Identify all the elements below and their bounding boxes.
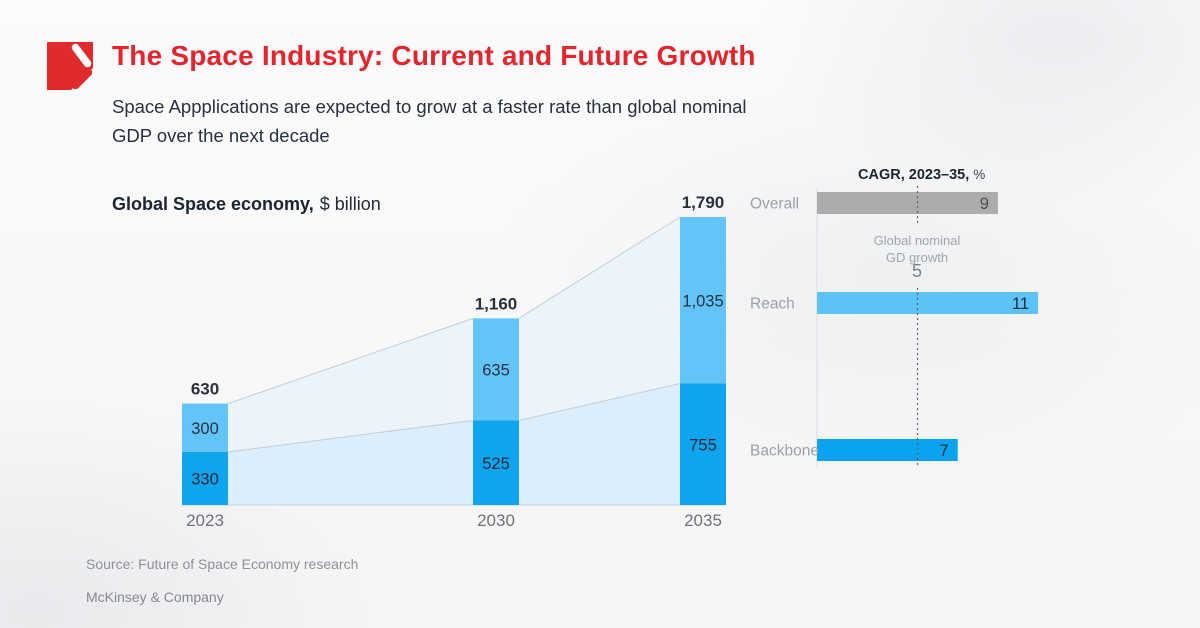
area-top-edge [518,216,681,319]
total-label-2030: 1,160 [475,294,518,313]
cagr-label-overall: Overall [750,196,799,213]
bar-backbone-2030 [473,420,519,505]
area-band-lower [519,383,680,505]
gdp-reference-note: Global nominal GD growth [837,233,997,266]
area-mid-edge [518,383,681,422]
cagr-value-backbone: 7 [940,442,949,460]
brand-name: McKinsey & Company [86,589,224,605]
subtitle-line-1: Space Appplications are expected to grow… [112,96,747,117]
cagr-bar-reach [817,292,1039,314]
x-label-2030: 2030 [477,511,515,530]
right-chart-title-bold: CAGR, 2023–35, [858,167,970,183]
cagr-bar-backbone [817,439,958,461]
x-label-2035: 2035 [684,511,722,530]
gdp-note-line-1: Global nominal [873,233,961,248]
reach-value-2035: 1,035 [682,292,723,310]
backbone-value-2035: 755 [689,436,717,454]
total-label-2023: 630 [191,380,219,399]
gdp-note-line-2: GD growth [885,249,949,265]
backbone-value-2030: 525 [482,455,510,473]
gdp-reference-value: 5 [911,261,922,281]
area-top-edge [227,317,474,405]
cagr-label-reach: Reach [750,296,795,313]
cagr-label-backbone: Backbone [750,443,819,460]
page-title: The Space Industry: Current and Future G… [112,40,756,71]
left-chart-title-unit: $ billion [319,194,381,214]
right-chart-title: CAGR, 2023–35,% [858,167,985,183]
reach-value-2023: 300 [191,420,219,438]
source-note: Source: Future of Space Economy research [86,556,359,572]
bar-reach-2023 [182,403,228,452]
company-logo-icon [47,42,93,90]
cagr-bar-overall [817,192,998,214]
area-band-upper [228,318,473,452]
bar-backbone-2035 [680,383,726,505]
x-label-2023: 2023 [186,511,224,530]
area-band-lower [228,420,473,505]
area-band-upper [519,216,680,421]
bar-backbone-2023 [182,451,228,505]
cagr-value-reach: 11 [1012,295,1029,313]
total-label-2035: 1,790 [682,193,725,212]
left-chart-title-bold: Global Space economy, [112,194,314,214]
area-mid-edge [227,420,474,453]
bar-reach-2030 [473,318,519,421]
cagr-value-overall: 9 [980,195,989,213]
bar-reach-2035 [680,216,726,384]
subtitle-line-2: GDP over the next decade [112,125,330,146]
left-chart-title: Global Space economy, $ billion [112,194,381,215]
page-subtitle: Space Appplications are expected to grow… [112,92,747,150]
backbone-value-2023: 330 [191,470,219,488]
reach-value-2030: 635 [482,361,510,379]
right-chart-title-unit: % [973,167,986,182]
